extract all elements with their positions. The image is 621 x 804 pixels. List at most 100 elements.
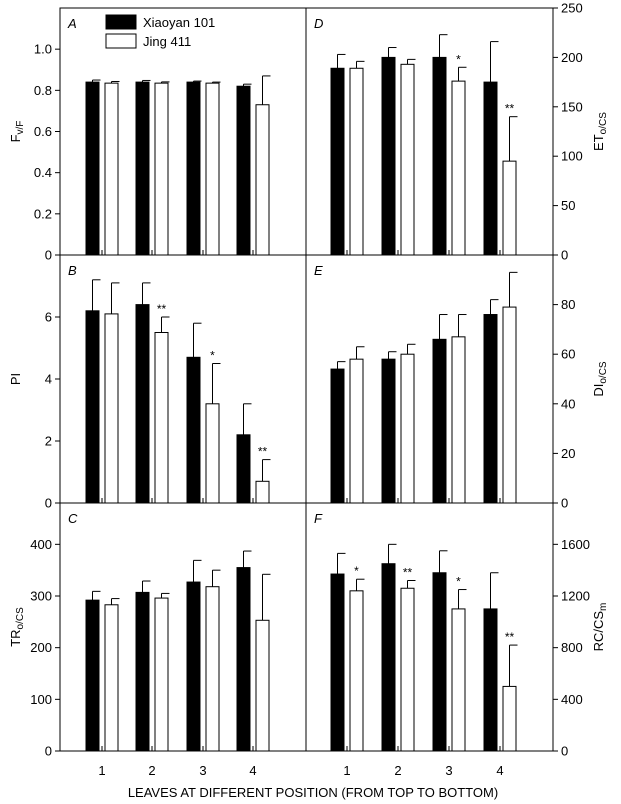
panel-letter: B xyxy=(68,263,77,278)
bar-xiaoyan xyxy=(186,581,201,752)
bar-jing xyxy=(451,336,466,504)
legend-label-xiaoyan: Xiaoyan 101 xyxy=(143,15,215,30)
y-tick-label: 0 xyxy=(45,496,52,511)
y-tick-label: 100 xyxy=(30,692,52,707)
y-tick-label: 2 xyxy=(45,434,52,449)
y-tick-label: 100 xyxy=(561,149,583,164)
x-tick-label: 1 xyxy=(98,763,105,778)
panel-letter: C xyxy=(68,511,78,526)
bar-jing xyxy=(205,82,220,256)
bar-jing xyxy=(154,82,169,256)
bar-jing xyxy=(451,608,466,752)
bar-jing xyxy=(255,480,270,504)
bar-xiaoyan xyxy=(432,338,447,504)
bar-xiaoyan xyxy=(135,81,150,256)
bar-xiaoyan xyxy=(135,304,150,504)
y-tick-label: 0.4 xyxy=(34,165,52,180)
bar-xiaoyan xyxy=(85,599,100,752)
y-axis-label: PI xyxy=(8,373,23,385)
x-tick-label: 3 xyxy=(199,763,206,778)
x-tick-label: 4 xyxy=(249,763,256,778)
y-axis-label: Fv/F xyxy=(8,121,26,143)
bar-xiaoyan xyxy=(381,56,396,256)
bar-jing xyxy=(400,63,415,256)
y-axis-label: DIo/CS xyxy=(591,361,609,397)
x-tick-label: 2 xyxy=(394,763,401,778)
significance-mark: ** xyxy=(505,630,515,644)
bar-jing xyxy=(400,587,415,752)
panel-A: A 0 0.2 0.4 0.6 0.8 1.0 Fv/F xyxy=(8,16,271,263)
bar-jing xyxy=(349,590,364,752)
bar-jing xyxy=(349,358,364,504)
y-axis-label: ETo/CS xyxy=(591,112,609,151)
x-tick-label: 1 xyxy=(343,763,350,778)
panel-letter: A xyxy=(67,16,77,31)
y-tick-label: 0 xyxy=(561,744,568,759)
y-tick-label: 400 xyxy=(30,537,52,552)
legend-label-jing: Jing 411 xyxy=(143,34,191,49)
x-tick-label: 3 xyxy=(445,763,452,778)
bar-xiaoyan xyxy=(381,563,396,752)
y-tick-label: 150 xyxy=(561,99,583,114)
bar-xiaoyan xyxy=(483,81,498,256)
bar-jing xyxy=(502,160,517,256)
significance-mark: ** xyxy=(505,102,515,116)
bar-xiaoyan xyxy=(483,608,498,752)
bar-jing xyxy=(502,306,517,504)
y-tick-label: 200 xyxy=(30,640,52,655)
y-tick-label: 80 xyxy=(561,297,575,312)
bar-jing xyxy=(104,313,119,504)
bar-xiaoyan xyxy=(236,434,251,504)
panel-C: C 0 100 200 300 400 TRo/CS xyxy=(8,511,271,759)
bar-xiaoyan xyxy=(330,573,345,752)
significance-mark: ** xyxy=(258,445,268,459)
y-tick-label: 20 xyxy=(561,446,575,461)
bar-jing xyxy=(104,82,119,256)
panel-letter: D xyxy=(314,16,323,31)
significance-mark: * xyxy=(456,575,461,589)
bar-xiaoyan xyxy=(85,310,100,504)
y-tick-label: 0 xyxy=(561,496,568,511)
y-tick-label: 0.2 xyxy=(34,206,52,221)
x-axis-title: LEAVES AT DIFFERENT POSITION (FROM TOP T… xyxy=(128,785,498,800)
y-tick-label: 60 xyxy=(561,347,575,362)
y-tick-label: 1.0 xyxy=(34,42,52,57)
significance-mark: * xyxy=(456,52,461,66)
bar-xiaoyan xyxy=(236,567,251,752)
bar-xiaoyan xyxy=(186,356,201,504)
y-tick-label: 0.6 xyxy=(34,124,52,139)
y-tick-label: 800 xyxy=(561,640,583,655)
y-tick-label: 0 xyxy=(45,744,52,759)
panel-letter: E xyxy=(314,263,323,278)
y-tick-label: 40 xyxy=(561,396,575,411)
significance-mark: ** xyxy=(403,566,413,580)
bar-xiaoyan xyxy=(135,591,150,752)
legend-swatch-jing xyxy=(105,33,137,49)
y-tick-label: 1600 xyxy=(561,537,590,552)
bar-jing xyxy=(154,332,169,504)
bar-jing xyxy=(255,619,270,752)
legend-swatch-xiaoyan xyxy=(105,14,137,30)
bar-xiaoyan xyxy=(236,85,251,256)
bar-xiaoyan xyxy=(186,81,201,256)
x-tick-labels: 1 2 3 4 1 2 3 4 xyxy=(98,763,503,778)
y-tick-label: 300 xyxy=(30,589,52,604)
bar-xiaoyan xyxy=(381,358,396,504)
panel-letter: F xyxy=(314,511,323,526)
bar-xiaoyan xyxy=(432,56,447,256)
y-tick-label: 200 xyxy=(561,50,583,65)
bar-jing xyxy=(205,586,220,752)
bar-jing xyxy=(400,353,415,504)
y-tick-label: 4 xyxy=(45,372,52,387)
y-axis-label: TRo/CS xyxy=(8,607,26,647)
bar-jing xyxy=(154,597,169,752)
y-tick-label: 0 xyxy=(561,248,568,263)
y-tick-label: 250 xyxy=(561,1,583,16)
legend: Xiaoyan 101 Jing 411 xyxy=(105,14,215,49)
bar-jing xyxy=(255,104,270,256)
y-tick-label: 400 xyxy=(561,692,583,707)
y-tick-label: 1200 xyxy=(561,589,590,604)
